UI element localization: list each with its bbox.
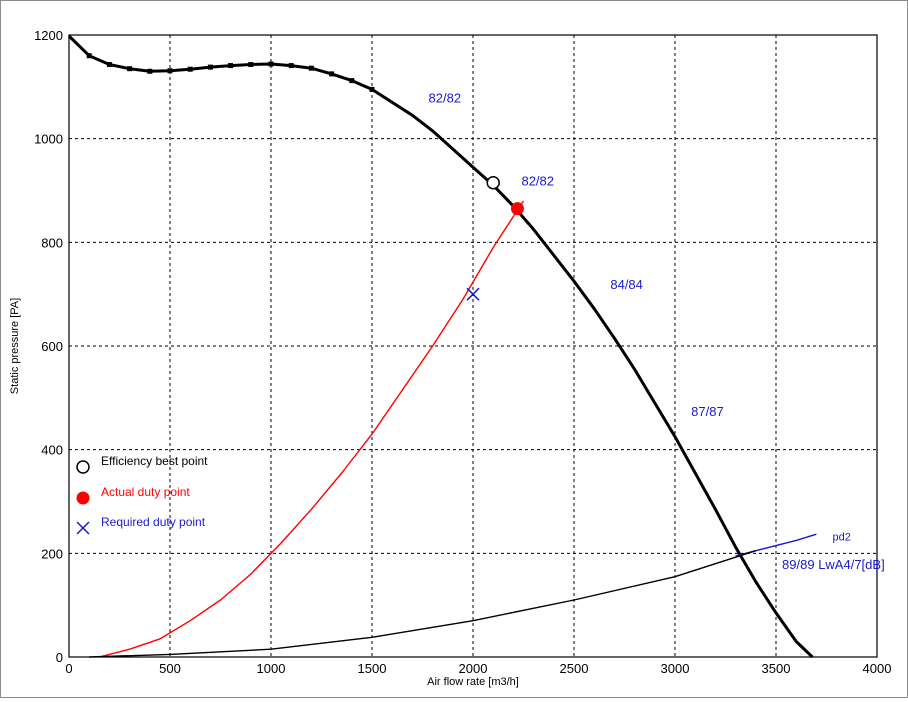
y-tick-label: 200 — [41, 546, 63, 561]
legend-label: Efficiency best point — [101, 454, 208, 468]
x-tick-label: 1000 — [257, 661, 286, 676]
series-marker — [308, 65, 314, 71]
x-tick-label: 1500 — [358, 661, 387, 676]
curve-annotation: 89/89 LwA4/7[dB] — [782, 557, 885, 572]
filled-circle-icon — [76, 491, 90, 505]
series-marker — [288, 63, 294, 69]
curve-annotation: 84/84 — [610, 277, 643, 292]
x-tick-label: 3500 — [762, 661, 791, 676]
y-tick-label: 1200 — [34, 28, 63, 43]
series-marker — [147, 68, 153, 74]
series-marker — [369, 86, 375, 92]
y-tick-label: 1000 — [34, 132, 63, 147]
curve-annotation: 87/87 — [691, 404, 724, 419]
series-marker — [228, 63, 234, 69]
x-tick-label: 0 — [65, 661, 72, 676]
legend-label: Actual duty point — [101, 485, 190, 499]
open-circle-icon — [76, 460, 90, 474]
legend-label: Required duty point — [101, 515, 206, 529]
x-tick-label: 4000 — [863, 661, 892, 676]
series-line-3 — [89, 550, 757, 658]
duty-points — [466, 175, 524, 301]
y-tick-label: 600 — [41, 339, 63, 354]
series-line-0 — [67, 34, 814, 659]
legend: Efficiency best point Actual duty point … — [76, 454, 208, 535]
series-marker — [187, 66, 193, 72]
y-axis-title: Static pressure [PA] — [9, 298, 21, 394]
x-axis-title: Air flow rate [m3/h] — [427, 676, 519, 688]
x-tick-label: 2500 — [560, 661, 589, 676]
point-cross — [466, 287, 480, 301]
grid — [68, 34, 878, 658]
x-tick-label: 3000 — [661, 661, 690, 676]
series-marker — [329, 71, 335, 77]
series-marker — [207, 64, 213, 70]
legend-item-actual-duty: Actual duty point — [76, 485, 190, 505]
legend-item-efficiency: Efficiency best point — [76, 454, 208, 474]
point-open-circle — [486, 175, 500, 190]
y-tick-label: 0 — [56, 650, 63, 665]
series-marker — [127, 66, 133, 72]
y-tick-label: 400 — [41, 443, 63, 458]
series-marker — [268, 61, 274, 67]
series-marker — [167, 68, 173, 74]
series-marker — [349, 78, 355, 84]
series-marker — [248, 62, 254, 68]
point-filled-circle — [510, 202, 524, 216]
curve-annotation: 82/82 — [521, 173, 554, 188]
curve-annotation: 82/82 — [429, 90, 462, 105]
series-marker — [106, 62, 112, 68]
series-layer — [67, 34, 817, 659]
legend-item-required-duty: Required duty point — [76, 515, 206, 535]
series-marker — [86, 53, 92, 59]
x-tick-label: 500 — [159, 661, 181, 676]
axes: Static pressure [PA] Air flow rate [m3/h… — [9, 28, 891, 688]
x-tick-label: 2000 — [459, 661, 488, 676]
annotations: 82/82 82/82 84/84 87/87 pd2 89/89 LwA4/7[dB] — [429, 90, 885, 572]
y-tick-label: 800 — [41, 235, 63, 250]
curve-annotation: pd2 — [833, 531, 851, 543]
cross-icon — [76, 521, 90, 535]
series-line-1 — [99, 200, 525, 658]
